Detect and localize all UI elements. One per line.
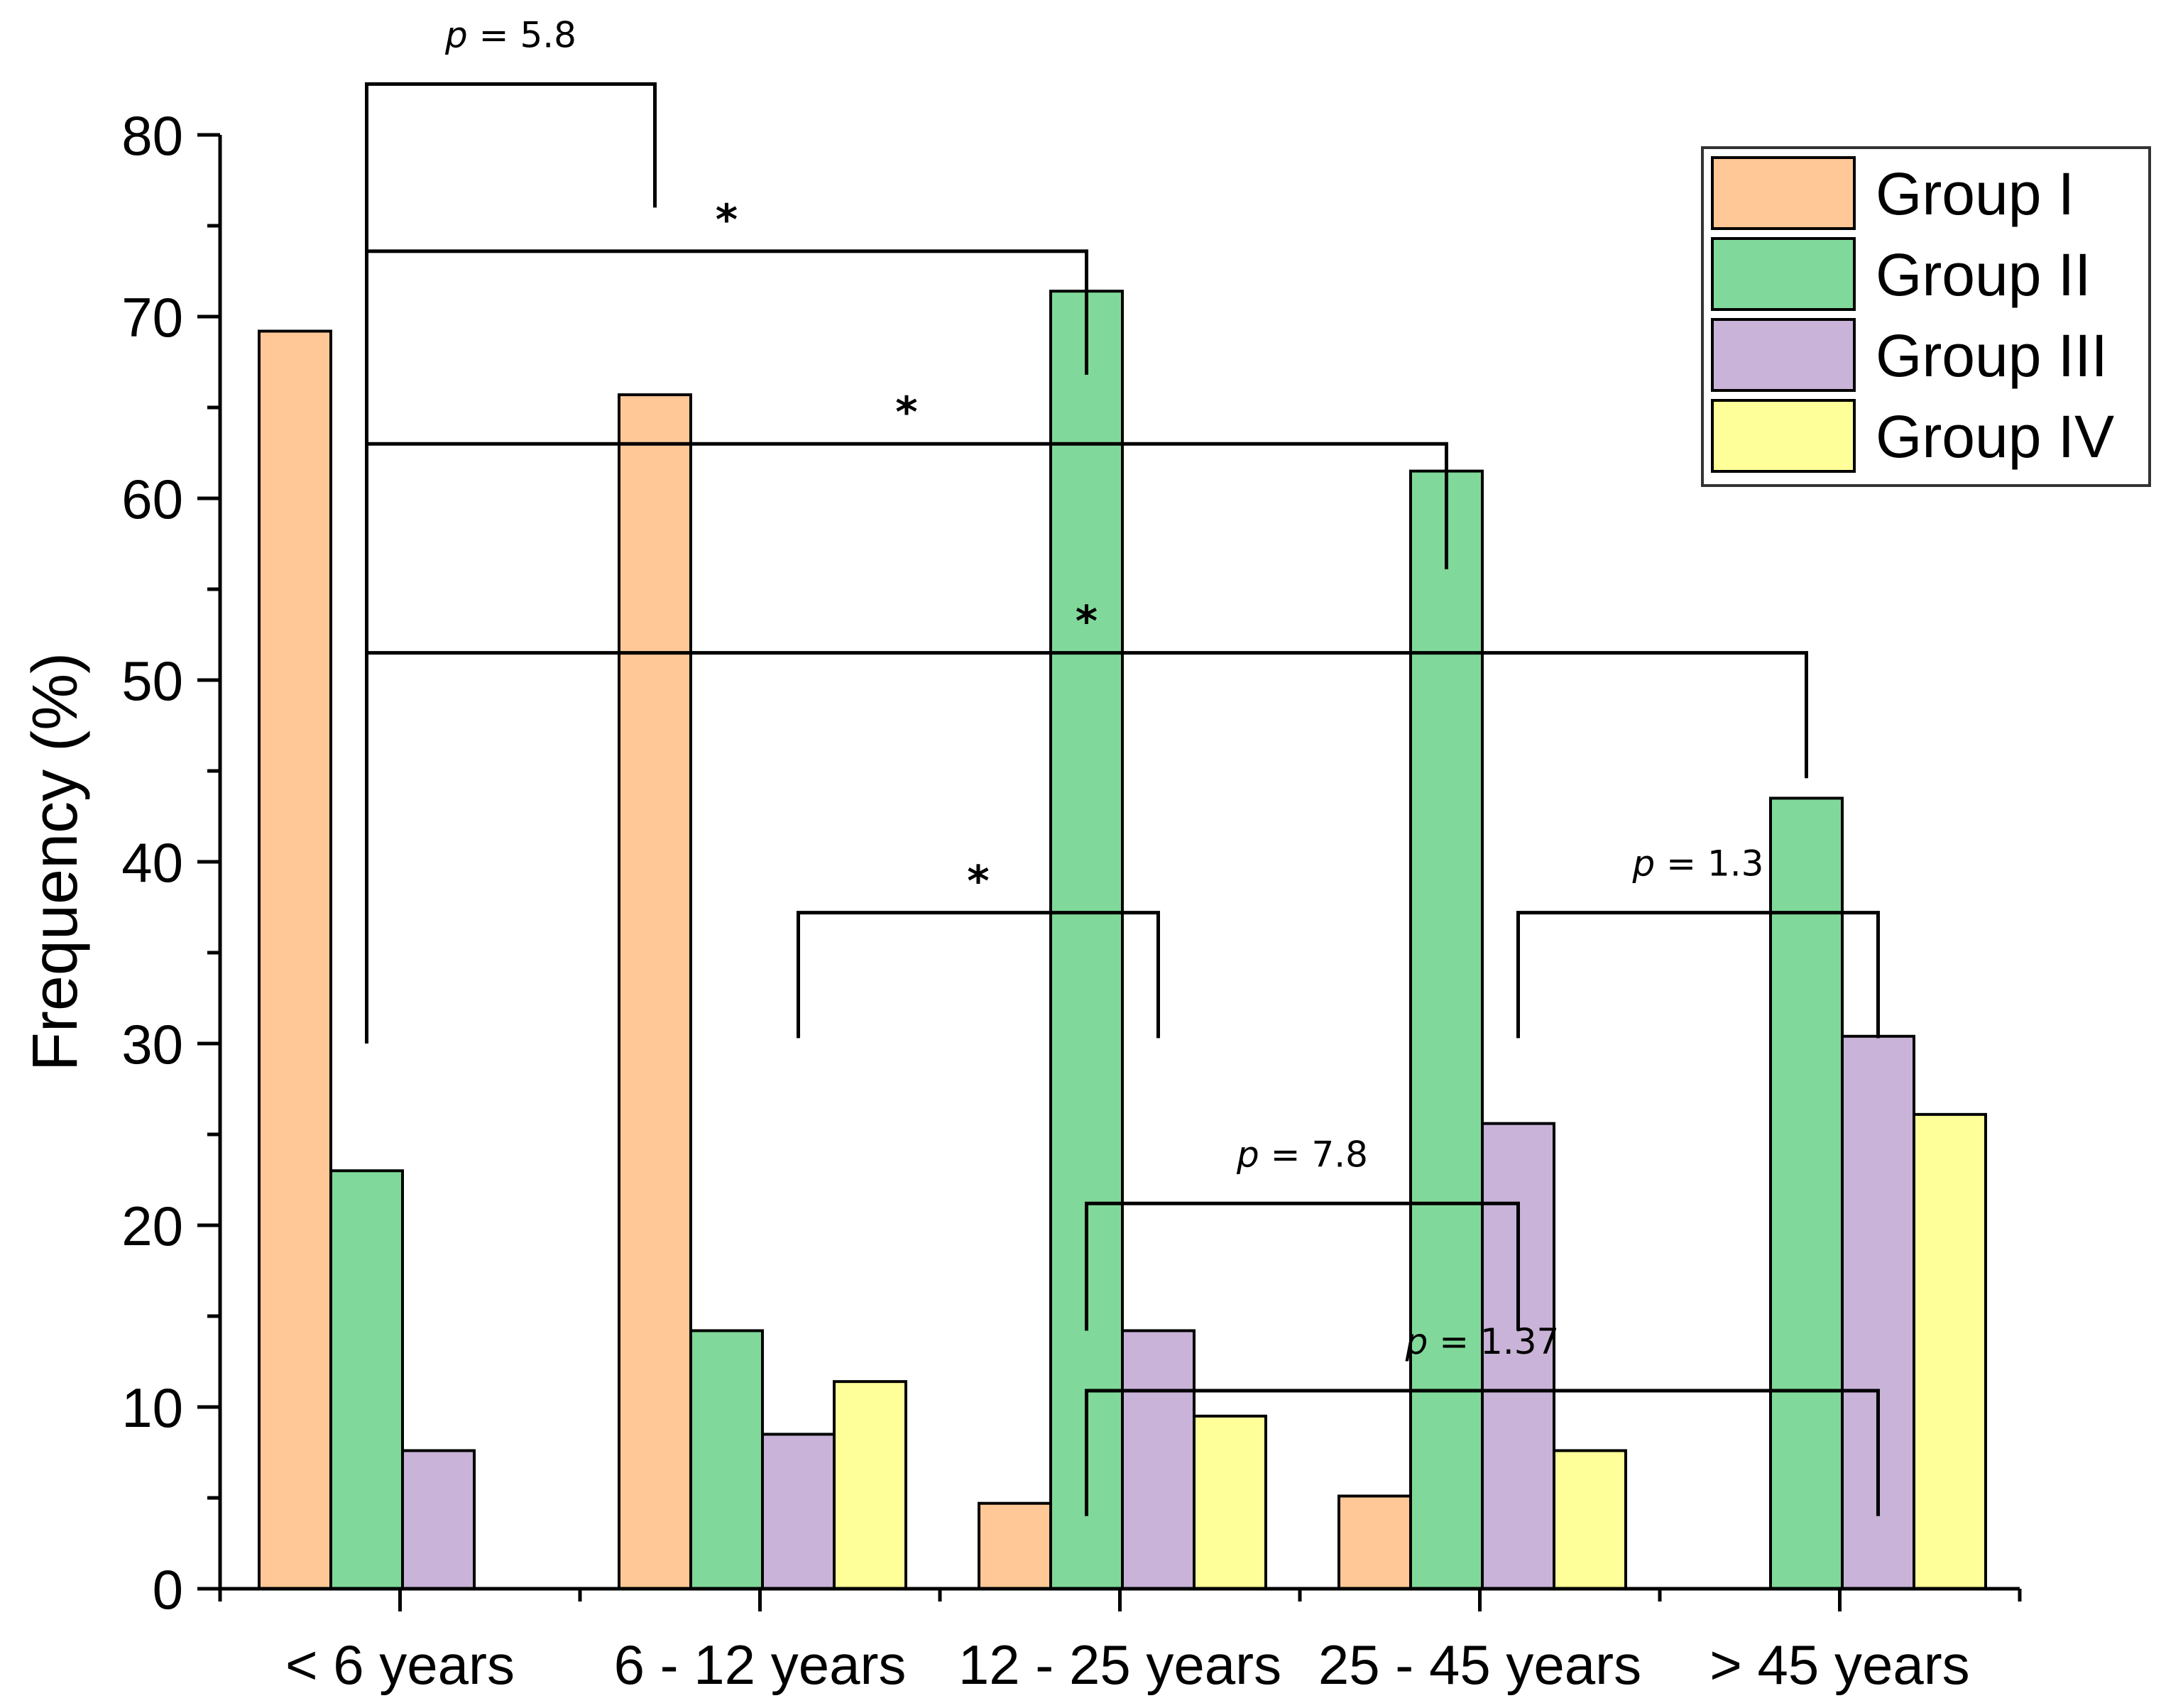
legend-label: Group IV xyxy=(1876,403,2114,470)
x-tick-label: 12 - 25 years xyxy=(958,1633,1281,1696)
significance-bracket xyxy=(365,82,657,1044)
p-value-label: p = 1.3 xyxy=(1632,843,1764,885)
significance-bracket xyxy=(365,249,1088,1044)
significance-bracket xyxy=(365,651,1808,1044)
significance-bracket xyxy=(797,911,1160,1039)
bar xyxy=(1337,1494,1412,1590)
legend-swatch xyxy=(1711,399,1856,473)
legend-swatch xyxy=(1711,156,1856,230)
bar xyxy=(761,1433,836,1591)
y-tick-label: 70 xyxy=(121,286,183,349)
legend-label: Group II xyxy=(1876,241,2091,308)
y-tick-label: 10 xyxy=(121,1376,183,1439)
y-tick-label: 40 xyxy=(121,831,183,894)
y-tick-label: 0 xyxy=(153,1558,183,1621)
y-tick-label: 60 xyxy=(121,468,183,530)
y-tick-label: 50 xyxy=(121,650,183,712)
axes-layer: 0 10 20 30 40 50 60 70 80 < 6 years 6 - 12 years 12… xyxy=(121,104,2022,1696)
bar xyxy=(401,1449,476,1590)
bar xyxy=(1769,796,1844,1590)
legend-swatch xyxy=(1711,318,1856,392)
bar xyxy=(1193,1414,1267,1591)
bar xyxy=(258,329,332,1591)
bar xyxy=(978,1501,1052,1590)
significance-bracket xyxy=(1085,1201,1520,1331)
x-tick-label: > 45 years xyxy=(1709,1633,1969,1696)
bar xyxy=(1121,1329,1196,1590)
bar xyxy=(1913,1112,1987,1590)
brackets-layer: p = 5.8 * * * * p = 1.3 p = 7.8 p = 1.37 xyxy=(365,14,1880,1516)
bar xyxy=(833,1380,907,1591)
y-tick-label: 30 xyxy=(121,1013,183,1075)
y-tick-label: 20 xyxy=(121,1195,183,1257)
significance-star: * xyxy=(1076,597,1098,647)
x-tick-label: < 6 years xyxy=(285,1633,515,1696)
significance-star: * xyxy=(895,388,917,437)
significance-bracket xyxy=(365,442,1448,1044)
legend-label: Group III xyxy=(1876,322,2108,389)
bars-layer xyxy=(258,290,1987,1591)
x-tick-label: 6 - 12 years xyxy=(614,1633,907,1696)
p-value-label: p = 1.37 xyxy=(1405,1321,1560,1362)
legend: Group I Group II Group III Group IV xyxy=(1701,146,2151,487)
y-tick-label: 80 xyxy=(121,104,183,167)
bar xyxy=(618,393,692,1591)
legend-swatch xyxy=(1711,237,1856,311)
bar xyxy=(329,1169,404,1590)
y-axis-label: Frequency (%) xyxy=(20,652,91,1071)
x-tick-label: 25 - 45 years xyxy=(1318,1633,1641,1696)
significance-bracket xyxy=(1085,1389,1880,1516)
bar xyxy=(1409,469,1484,1590)
legend-label: Group I xyxy=(1876,160,2074,227)
bar xyxy=(689,1329,764,1590)
bar xyxy=(1553,1449,1627,1590)
significance-star: * xyxy=(716,195,738,245)
p-value-label: p = 7.8 xyxy=(1236,1134,1368,1175)
significance-bracket xyxy=(1516,911,1880,1039)
significance-star: * xyxy=(967,857,989,907)
p-value-label: p = 5.8 xyxy=(444,14,576,55)
